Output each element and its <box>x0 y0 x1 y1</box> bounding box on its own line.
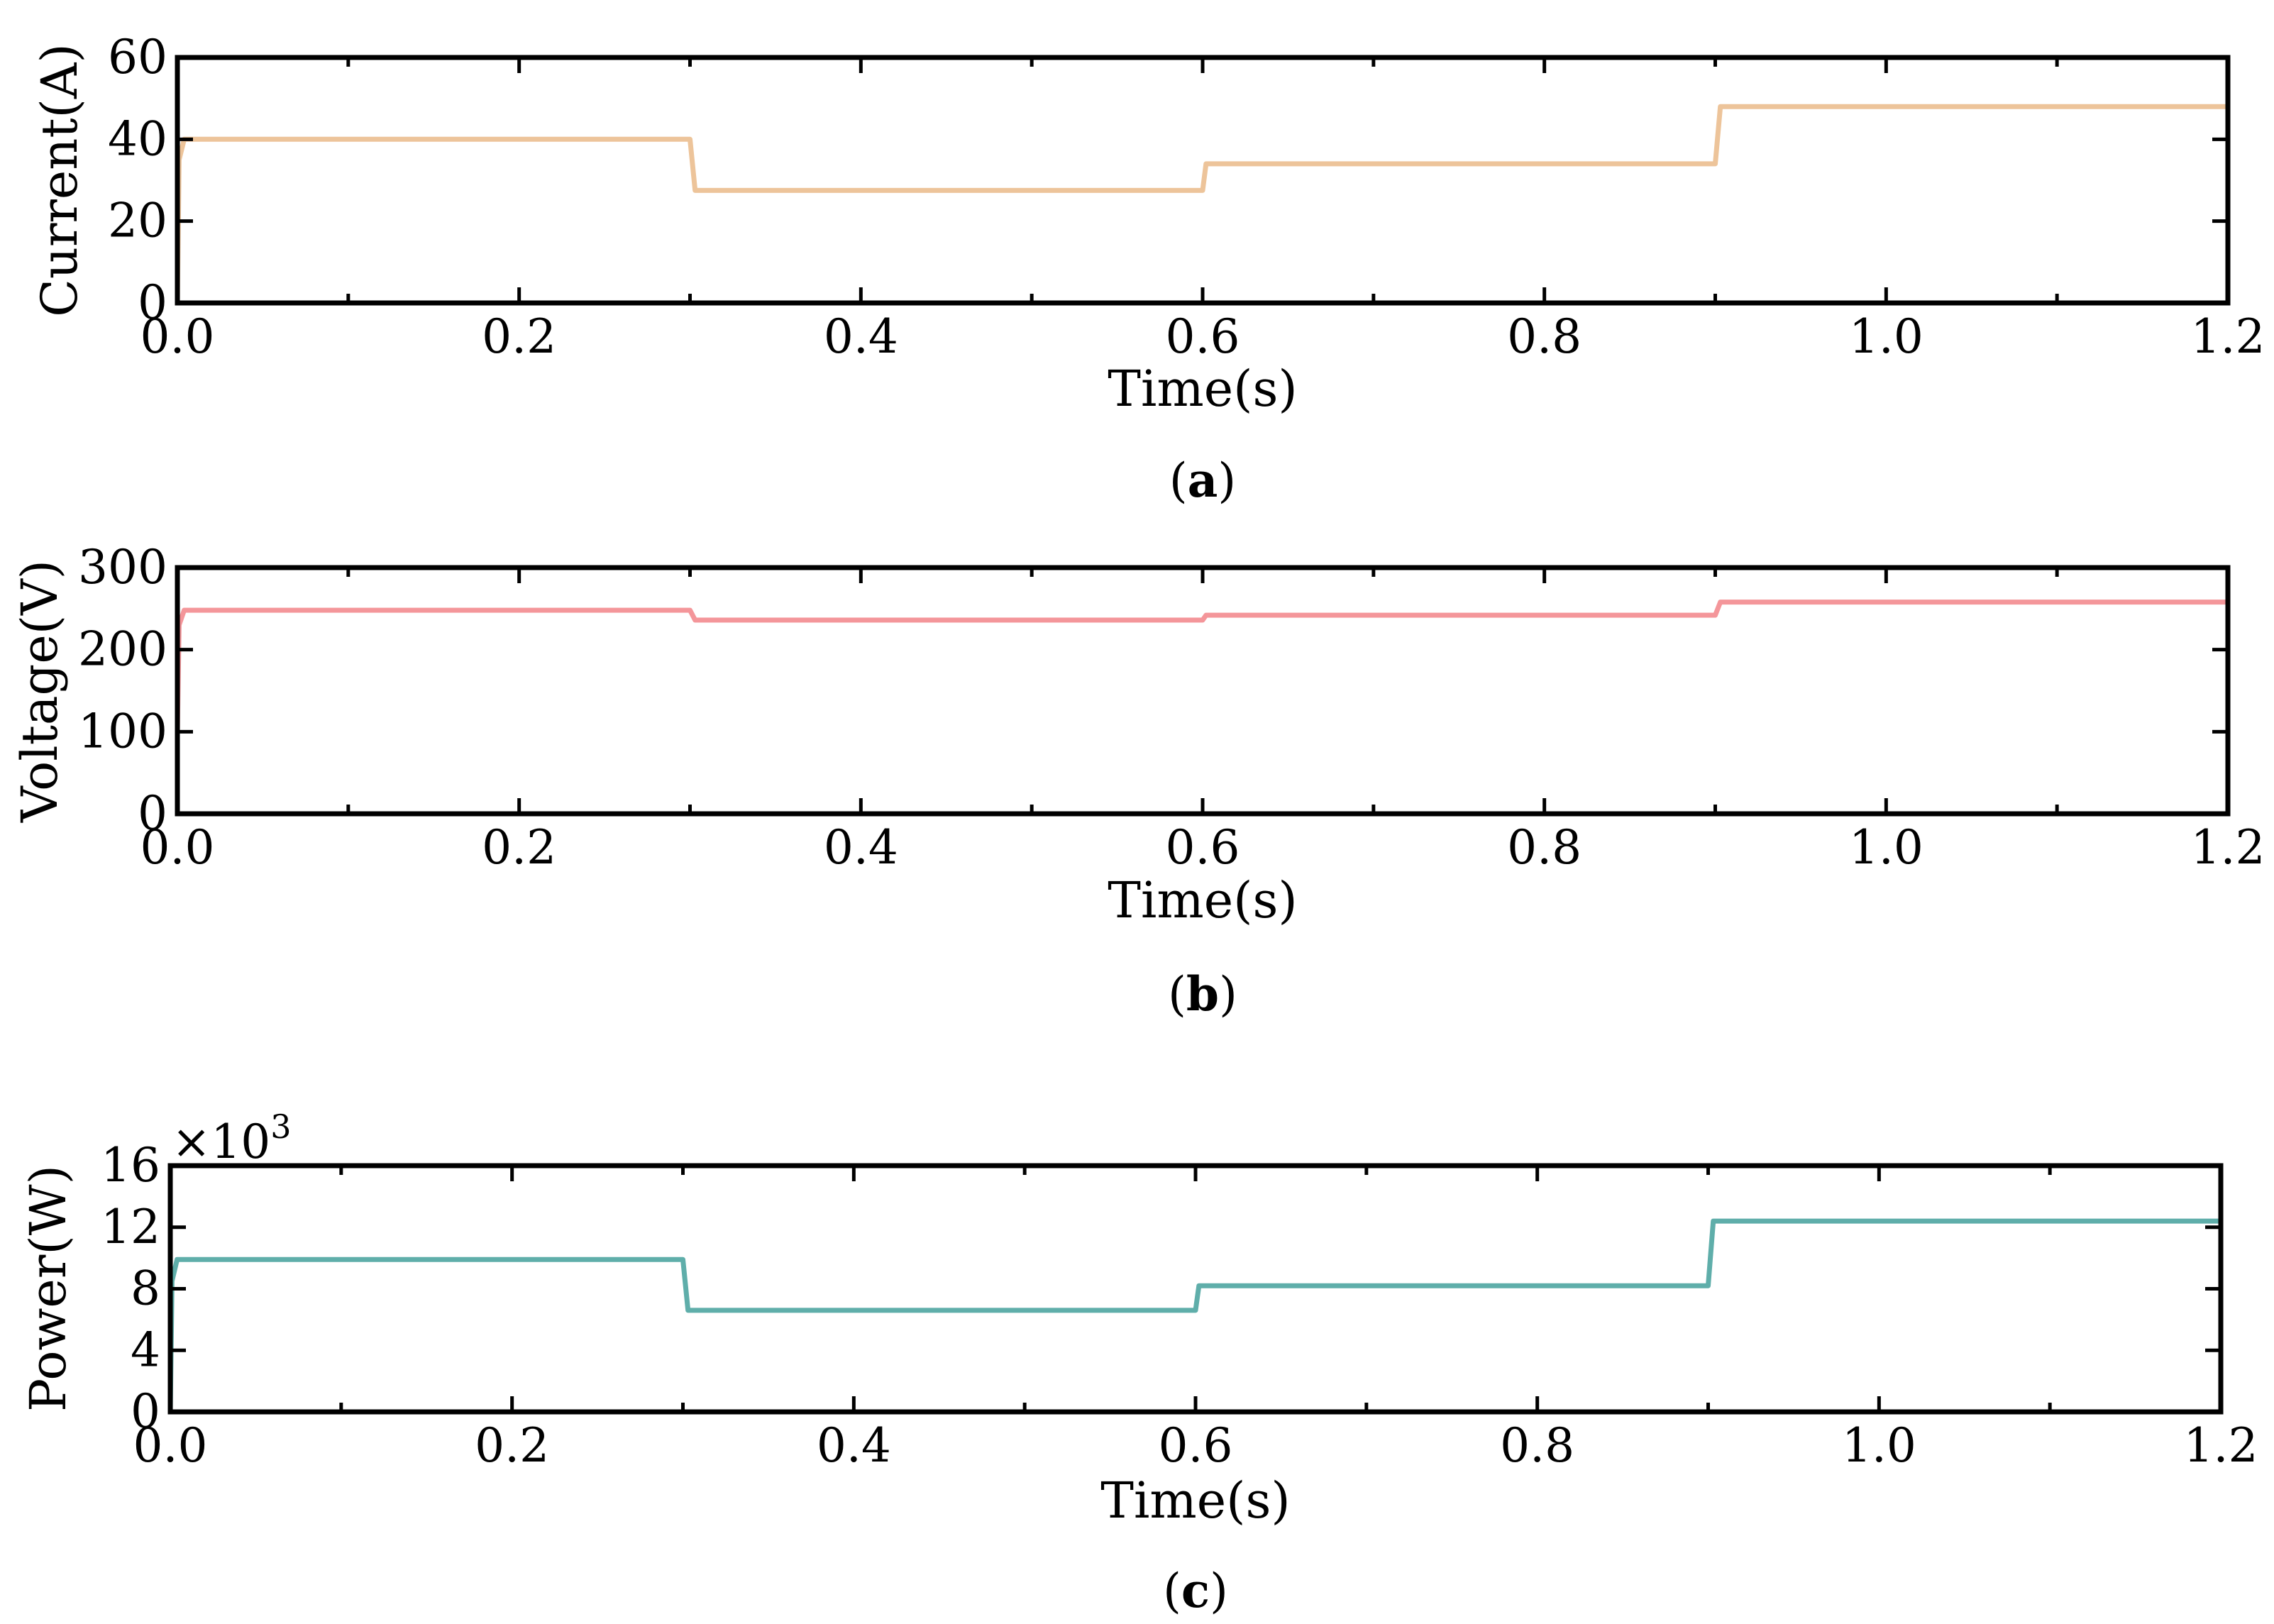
x-tick-label: 0.6 <box>1159 1418 1233 1473</box>
y-tick-label: 300 <box>78 540 167 595</box>
tick-marks <box>168 1164 2223 1414</box>
x-tick-label: 0.8 <box>1507 820 1582 875</box>
y-tick-labels: 0 20 40 60 <box>108 30 167 330</box>
y-tick-label: 200 <box>78 622 167 677</box>
x-tick-label: 0.8 <box>1507 309 1582 364</box>
caption-letter: a <box>1188 453 1218 508</box>
x-tick-label: 0.2 <box>482 309 556 364</box>
x-tick-labels: 0.0 0.2 0.4 0.6 0.8 1.0 1.2 <box>133 1418 2258 1473</box>
y-tick-label: 100 <box>78 704 167 758</box>
series-layer <box>167 1218 2224 1415</box>
x-tick-label: 1.0 <box>1849 820 1923 875</box>
y-axis-label: Power(W) <box>19 1165 77 1412</box>
x-tick-label: 0.4 <box>817 1418 891 1473</box>
y-tick-label: 20 <box>108 194 167 248</box>
plot-frame <box>167 1163 2224 1415</box>
y-axis-label: Voltage(V) <box>11 560 69 823</box>
y-tick-label: 8 <box>131 1261 160 1316</box>
x-tick-label: 1.0 <box>1849 309 1923 364</box>
x-axis-label: Time(s) <box>1100 1471 1290 1530</box>
y-tick-label: 0 <box>131 1384 160 1439</box>
series-layer <box>175 104 2231 306</box>
x-tick-label: 0.6 <box>1166 309 1240 364</box>
x-tick-label: 1.0 <box>1842 1418 1916 1473</box>
y-tick-label: 60 <box>108 30 167 84</box>
x-axis-label: Time(s) <box>1108 871 1297 929</box>
panel-caption: (a) <box>1169 453 1236 508</box>
x-tick-label: 0.2 <box>475 1418 549 1473</box>
series-current <box>175 104 2231 306</box>
x-tick-label: 0.6 <box>1166 820 1240 875</box>
y-tick-label: 40 <box>108 111 167 166</box>
x-tick-label: 0.0 <box>133 1418 208 1473</box>
y-axis-label: Current(A) <box>31 43 89 316</box>
y-tick-labels: 0 4 8 12 16 <box>101 1138 160 1439</box>
multiplier-base: ×10 <box>172 1115 270 1169</box>
tick-marks <box>175 55 2230 305</box>
x-tick-label: 0.2 <box>482 820 556 875</box>
panel-caption: (c) <box>1163 1563 1228 1618</box>
x-axis-label: Time(s) <box>1108 360 1297 418</box>
panel-current: 0.0 0.2 0.4 0.6 0.8 1.0 1.2 0 20 40 60 Time(s) Cu… <box>31 30 2265 508</box>
x-tick-labels: 0.0 0.2 0.4 0.6 0.8 1.0 1.2 <box>140 309 2265 364</box>
multiplier-exponent: 3 <box>270 1107 291 1146</box>
y-tick-label: 16 <box>101 1138 160 1193</box>
x-tick-label: 0.0 <box>140 820 215 875</box>
series-layer <box>175 600 2231 734</box>
y-tick-label: 0 <box>138 275 167 330</box>
series-voltage <box>175 600 2231 734</box>
panel-caption: (b) <box>1168 966 1237 1022</box>
y-tick-label: 4 <box>131 1322 160 1377</box>
x-tick-label: 0.4 <box>824 309 898 364</box>
x-tick-label: 0.8 <box>1500 1418 1574 1473</box>
series-power <box>167 1218 2224 1415</box>
y-tick-labels: 0 100 200 300 <box>78 540 167 841</box>
y-tick-label: 12 <box>101 1200 160 1254</box>
y-multiplier: ×103 <box>172 1107 292 1169</box>
x-tick-label: 1.2 <box>2184 1418 2258 1473</box>
tick-marks <box>175 565 2230 816</box>
panel-power: 0.0 0.2 0.4 0.6 0.8 1.0 1.2 0 4 8 12 16 ×103 Time(… <box>19 1107 2258 1618</box>
x-tick-labels: 0.0 0.2 0.4 0.6 0.8 1.0 1.2 <box>140 820 2265 875</box>
x-tick-label: 1.2 <box>2191 820 2265 875</box>
x-tick-label: 0.0 <box>140 309 215 364</box>
caption-letter: b <box>1186 966 1219 1022</box>
y-tick-label: 0 <box>138 786 167 841</box>
x-tick-label: 0.4 <box>824 820 898 875</box>
caption-letter: c <box>1181 1563 1210 1618</box>
x-tick-label: 1.2 <box>2191 309 2265 364</box>
panel-voltage: 0.0 0.2 0.4 0.6 0.8 1.0 1.2 0 100 200 300 Time(s)… <box>11 540 2265 1022</box>
